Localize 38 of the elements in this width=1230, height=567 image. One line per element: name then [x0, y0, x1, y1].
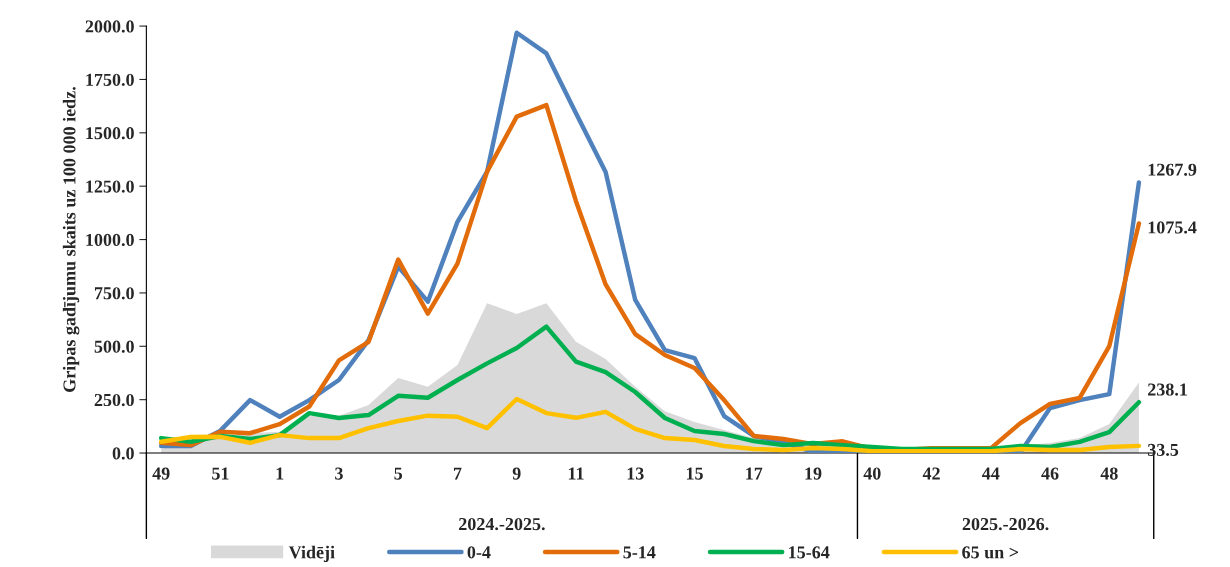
x-tick-label: 49 [152, 467, 170, 480]
x-tick-label: 7 [453, 467, 462, 480]
legend-label: 0-4 [467, 546, 491, 559]
x-tick-label: 40 [863, 467, 881, 480]
legend-label: 65 un > [962, 546, 1019, 559]
y-tick-label: 1250.0 [86, 180, 134, 193]
x-tick-label: 9 [512, 467, 521, 480]
y-axis-title: Gripas gadījumu skaits uz 100 000 iedz. [62, 87, 80, 392]
x-tick-label: 1 [276, 467, 284, 480]
data-label: 238.1 [1148, 383, 1187, 396]
x-tick-label: 48 [1100, 467, 1118, 480]
legend-label: 5-14 [623, 546, 656, 559]
data-label: 1267.9 [1148, 163, 1197, 176]
text: 2024.-2025. [459, 517, 545, 531]
x-tick-label: 42 [922, 467, 940, 480]
y-tick-label: 1500.0 [86, 127, 134, 140]
x-tick-label: 3 [335, 467, 343, 480]
y-tick-label: 250.0 [94, 393, 134, 407]
legend-label: 15-64 [789, 546, 830, 559]
x-tick-label: 19 [805, 467, 822, 480]
x-tick-label: 13 [627, 467, 644, 480]
x-tick-label: 17 [746, 467, 763, 480]
data-label: 1075.4 [1148, 221, 1197, 234]
x-tick-label: 51 [212, 467, 229, 480]
y-tick-label: 0.0 [112, 447, 134, 460]
legend-label: Vidēji [288, 545, 335, 563]
x-tick-label: 44 [982, 467, 1000, 480]
y-tick-label: 750.0 [94, 287, 134, 300]
text: 2025.-2026. [962, 517, 1049, 531]
x-tick-label: 15 [686, 467, 703, 480]
y-tick-label: 500.0 [94, 340, 134, 353]
x-tick-label: 5 [394, 467, 403, 480]
y-tick-label: 1750.0 [86, 73, 134, 86]
y-tick-label: 2000.0 [85, 20, 134, 33]
data-label: 33.5 [1147, 443, 1179, 457]
x-tick-label: 46 [1041, 467, 1059, 480]
y-tick-label: 1000.0 [86, 233, 134, 247]
x-tick-label: 11 [568, 467, 584, 480]
